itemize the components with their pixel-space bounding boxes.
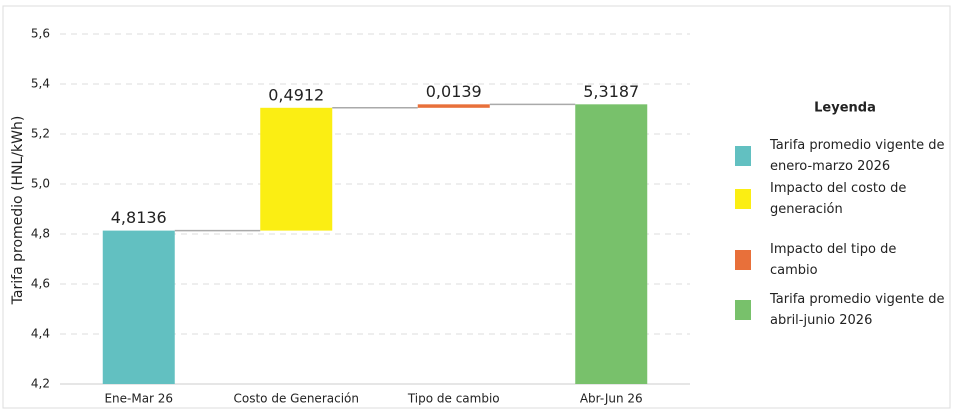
x-tick-label: Costo de Generación (234, 392, 359, 406)
y-tick-label: 4,4 (31, 327, 50, 341)
legend-swatch (735, 146, 751, 166)
y-tick-label: 5,4 (31, 77, 50, 91)
value-label: 0,4912 (268, 85, 324, 104)
legend-title: Leyenda (814, 101, 876, 116)
y-tick-label: 5,2 (31, 127, 50, 141)
legend-swatch (735, 250, 751, 270)
legend-label: Impacto del tipo de cambio (770, 242, 897, 278)
value-label: 0,0139 (426, 82, 482, 101)
frame (2, 5, 951, 409)
x-tick-label: Abr-Jun 26 (580, 392, 643, 406)
legend-label: Impacto del costo de generación (770, 181, 907, 217)
y-tick-label: 5,6 (31, 27, 50, 41)
legend-label: Tarifa promedio vigente de enero-marzo 2… (770, 138, 945, 174)
bar (102, 230, 175, 384)
x-tick-label: Ene-Mar 26 (104, 392, 173, 406)
bar (417, 104, 490, 108)
bar (260, 107, 333, 231)
value-label: 5,3187 (583, 82, 639, 101)
y-tick-label: 4,6 (31, 277, 50, 291)
x-tick-label: Tipo de cambio (407, 392, 500, 406)
legend-swatch (735, 300, 751, 320)
y-axis-label: Tarifa promedio (HNL/kWh) (10, 116, 26, 306)
legend-swatch (735, 189, 751, 209)
y-tick-label: 4,8 (31, 227, 50, 241)
y-tick-label: 5,0 (31, 177, 50, 191)
legend-label: Tarifa promedio vigente de abril-junio 2… (770, 292, 945, 328)
y-tick-label: 4,2 (31, 377, 50, 391)
value-label: 4,8136 (111, 208, 167, 227)
bar (575, 104, 648, 384)
